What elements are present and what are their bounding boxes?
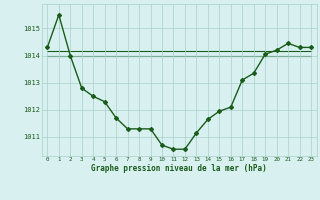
X-axis label: Graphe pression niveau de la mer (hPa): Graphe pression niveau de la mer (hPa) xyxy=(91,164,267,173)
